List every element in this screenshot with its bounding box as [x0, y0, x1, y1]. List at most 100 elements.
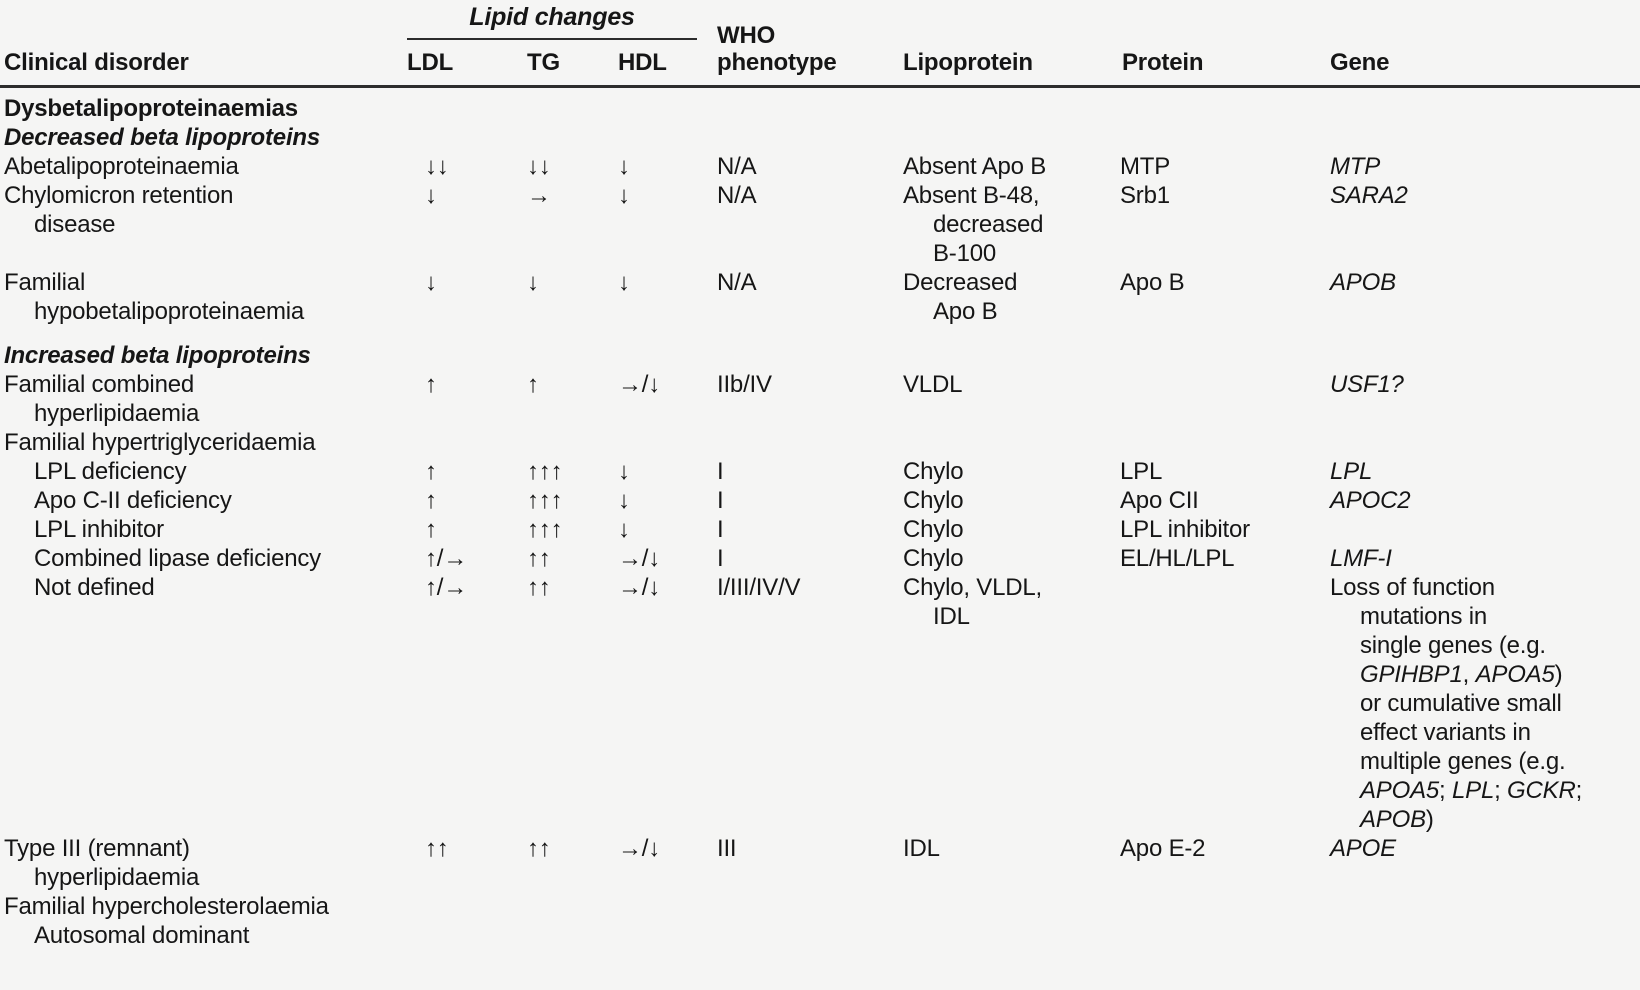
cell-protein: Apo E-2 [1120, 835, 1206, 862]
cell-protein: MTP [1120, 153, 1171, 180]
cell-hdl: ↓ [618, 153, 630, 180]
cell-ldl [407, 892, 527, 921]
cell-gene: USF1? [1330, 371, 1404, 398]
cell-tg: ↑↑↑ [527, 458, 563, 485]
table-row: Apo C-II deficiency ↑ ↑↑↑ ↓ I Chylo Apo CII APO… [0, 486, 1640, 515]
cell-ldl: ↓ [425, 182, 437, 209]
cell-who-phenotype: IIb/IV [717, 371, 772, 398]
cell-hdl: →/↓ [618, 371, 661, 398]
cell-lipoprotein: Chylo [903, 458, 964, 485]
cell-hdl: →/↓ [618, 835, 661, 862]
cell-ldl: ↓↓ [425, 153, 449, 180]
table-row: Decreased beta lipoproteins [0, 123, 1640, 152]
cell-lipoprotein: Absent B-48, decreased B-100 [903, 182, 1044, 267]
cell-hdl [618, 428, 717, 457]
cell-protein [1120, 428, 1330, 457]
cell-ldl [407, 921, 527, 950]
cell-hdl: ↓ [618, 516, 630, 543]
cell-gene: APOC2 [1330, 487, 1411, 514]
cell-who-phenotype [717, 428, 903, 457]
cell-ldl: ↑/→ [425, 545, 468, 572]
cell-clinical-disorder: Familial hypobetalipoproteinaemia [4, 269, 305, 325]
table-header: Clinical disorder Lipid changes LDL TG H… [0, 0, 1640, 88]
cell-gene: APOB [1330, 269, 1396, 296]
cell-tg: ↑↑↑ [527, 487, 563, 514]
column-header-gene: Gene [1330, 49, 1390, 76]
cell-clinical-disorder: Chylomicron retention disease [4, 182, 234, 238]
cell-tg: ↓ [527, 269, 539, 296]
cell-lipoprotein: Chylo [903, 516, 964, 543]
cell-lipoprotein: Decreased Apo B [903, 269, 1018, 325]
cell-clinical-disorder: Familial hypercholesterolaemia [4, 893, 329, 920]
table-row: LPL inhibitor ↑ ↑↑↑ ↓ I Chylo LPL inhibitor [0, 515, 1640, 544]
cell-hdl: ↓ [618, 269, 630, 296]
cell-lipoprotein [903, 921, 1120, 950]
cell-protein: LPL inhibitor [1120, 516, 1250, 543]
cell-lipoprotein: Chylo [903, 545, 964, 572]
column-header-tg: TG [527, 49, 560, 76]
column-header-who-phenotype: WHO phenotype [717, 22, 837, 76]
column-header-ldl: LDL [407, 49, 454, 76]
cell-ldl: ↓ [425, 269, 437, 296]
table-row: Familial hypertriglyceridaemia [0, 428, 1640, 457]
column-header-clinical-disorder: Clinical disorder [4, 49, 189, 76]
cell-ldl: ↑ [425, 487, 437, 514]
table-row: Chylomicron retention disease ↓ → ↓ N/A Absen… [0, 181, 1640, 268]
cell-who-phenotype: I [717, 545, 724, 572]
table-row: Increased beta lipoproteins [0, 341, 1640, 370]
cell-clinical-disorder: LPL inhibitor [34, 516, 164, 543]
cell-protein [1120, 370, 1330, 428]
cell-who-phenotype: N/A [717, 153, 757, 180]
cell-who-phenotype: I [717, 487, 724, 514]
cell-clinical-disorder: LPL deficiency [34, 458, 187, 485]
column-header-hdl: HDL [618, 49, 667, 76]
cell-clinical-disorder: Familial hypertriglyceridaemia [4, 429, 316, 456]
cell-protein: Apo B [1120, 269, 1185, 296]
cell-protein: LPL [1120, 458, 1163, 485]
table-row: Abetalipoproteinaemia ↓↓ ↓↓ ↓ N/A Absent Apo … [0, 152, 1640, 181]
cell-gene: APOE [1330, 835, 1396, 862]
cell-gene: LMF-I [1330, 545, 1392, 572]
cell-lipoprotein: Chylo, VLDL, IDL [903, 574, 1042, 630]
cell-ldl: ↑↑ [425, 835, 449, 862]
cell-tg [527, 428, 618, 457]
cell-clinical-disorder: Not defined [34, 574, 155, 601]
cell-hdl: ↓ [618, 182, 630, 209]
cell-hdl: ↓ [618, 458, 630, 485]
cell-gene: LPL [1330, 458, 1373, 485]
cell-gene [1330, 921, 1640, 950]
cell-tg: ↑↑ [527, 574, 551, 601]
table-body: Dysbetalipoproteinaemias Decreased beta l… [0, 88, 1640, 950]
subsection-label: Increased beta lipoproteins [4, 342, 311, 369]
cell-ldl: ↑ [425, 458, 437, 485]
cell-tg: ↓↓ [527, 153, 551, 180]
table-row: Familial hypobetalipoproteinaemia ↓ ↓ ↓ N/A D… [0, 268, 1640, 326]
cell-clinical-disorder: Autosomal dominant [34, 922, 250, 949]
table-row: Familial hypercholesterolaemia [0, 892, 1640, 921]
cell-ldl [407, 428, 527, 457]
cell-protein: Srb1 [1120, 182, 1170, 209]
cell-gene: SARA2 [1330, 182, 1408, 209]
cell-clinical-disorder: Type III (remnant) hyperlipidaemia [4, 835, 200, 891]
cell-gene: Loss of function mutations in single gen… [1330, 574, 1583, 833]
cell-tg: ↑↑↑ [527, 516, 563, 543]
cell-clinical-disorder: Apo C-II deficiency [34, 487, 232, 514]
cell-who-phenotype: I/III/IV/V [717, 574, 801, 601]
cell-hdl [618, 921, 717, 950]
lipid-changes-spanner: Lipid changes [407, 0, 697, 40]
cell-ldl: ↑/→ [425, 574, 468, 601]
cell-tg: → [527, 182, 551, 209]
table-row: LPL deficiency ↑ ↑↑↑ ↓ I Chylo LPL LPL [0, 457, 1640, 486]
cell-hdl [618, 892, 717, 921]
cell-gene [1330, 515, 1640, 544]
cell-tg [527, 892, 618, 921]
column-header-lipoprotein: Lipoprotein [903, 49, 1033, 76]
cell-tg: ↑↑ [527, 545, 551, 572]
cell-lipoprotein: Absent Apo B [903, 153, 1047, 180]
cell-who-phenotype [717, 921, 903, 950]
cell-ldl: ↑ [425, 371, 437, 398]
column-header-protein: Protein [1122, 49, 1204, 76]
table-row: Type III (remnant) hyperlipidaemia ↑↑ ↑↑ →/… [0, 834, 1640, 892]
cell-clinical-disorder: Abetalipoproteinaemia [4, 153, 239, 180]
